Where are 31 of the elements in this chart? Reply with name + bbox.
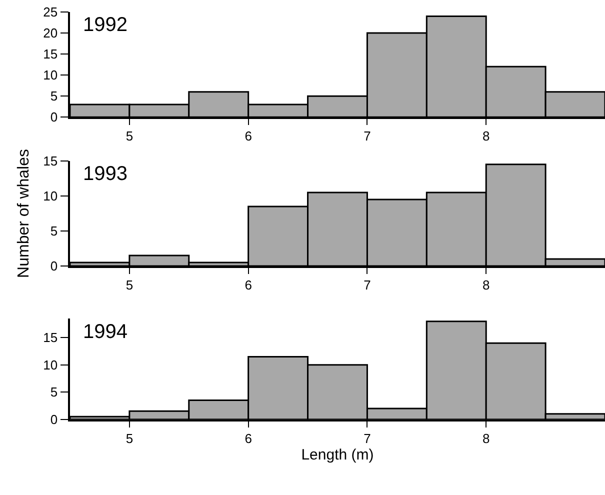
x-tick-label: 6 [244, 278, 252, 293]
x-tick-label: 7 [364, 128, 371, 144]
x-tick-label: 5 [126, 128, 134, 144]
x-tick-label: 8 [482, 128, 490, 144]
y-tick-label: 5 [50, 88, 58, 104]
x-tick-label: 8 [482, 278, 490, 293]
y-tick-label: 10 [43, 68, 58, 83]
y-tick-label: 20 [43, 26, 58, 41]
x-tick-label: 7 [364, 278, 371, 293]
chart-title: 1992 [83, 14, 128, 36]
chart-title: 1994 [83, 321, 128, 343]
x-tick-label: 7 [364, 430, 371, 446]
x-tick-label: 5 [126, 430, 134, 446]
y-axis-title: Number of whales [16, 149, 33, 278]
y-tick-label: 0 [50, 412, 58, 427]
y-tick-label: 5 [50, 384, 58, 400]
x-axis-title: Length (m) [301, 446, 374, 464]
x-tick-label: 8 [482, 430, 490, 446]
y-tick-label: 10 [43, 357, 58, 372]
y-tick-label: 0 [50, 110, 58, 125]
y-tick-label: 15 [43, 46, 58, 62]
x-tick-label: 5 [126, 278, 134, 293]
y-tick-label: 15 [43, 153, 58, 168]
y-tick-label: 15 [43, 330, 58, 346]
x-tick-label: 6 [244, 128, 252, 144]
y-tick-label: 0 [50, 258, 58, 274]
y-tick-label: 10 [43, 188, 58, 204]
x-tick-label: 6 [244, 430, 252, 446]
chart-title: 1993 [83, 163, 128, 185]
y-tick-label: 25 [43, 4, 58, 20]
y-tick-label: 5 [50, 224, 58, 239]
